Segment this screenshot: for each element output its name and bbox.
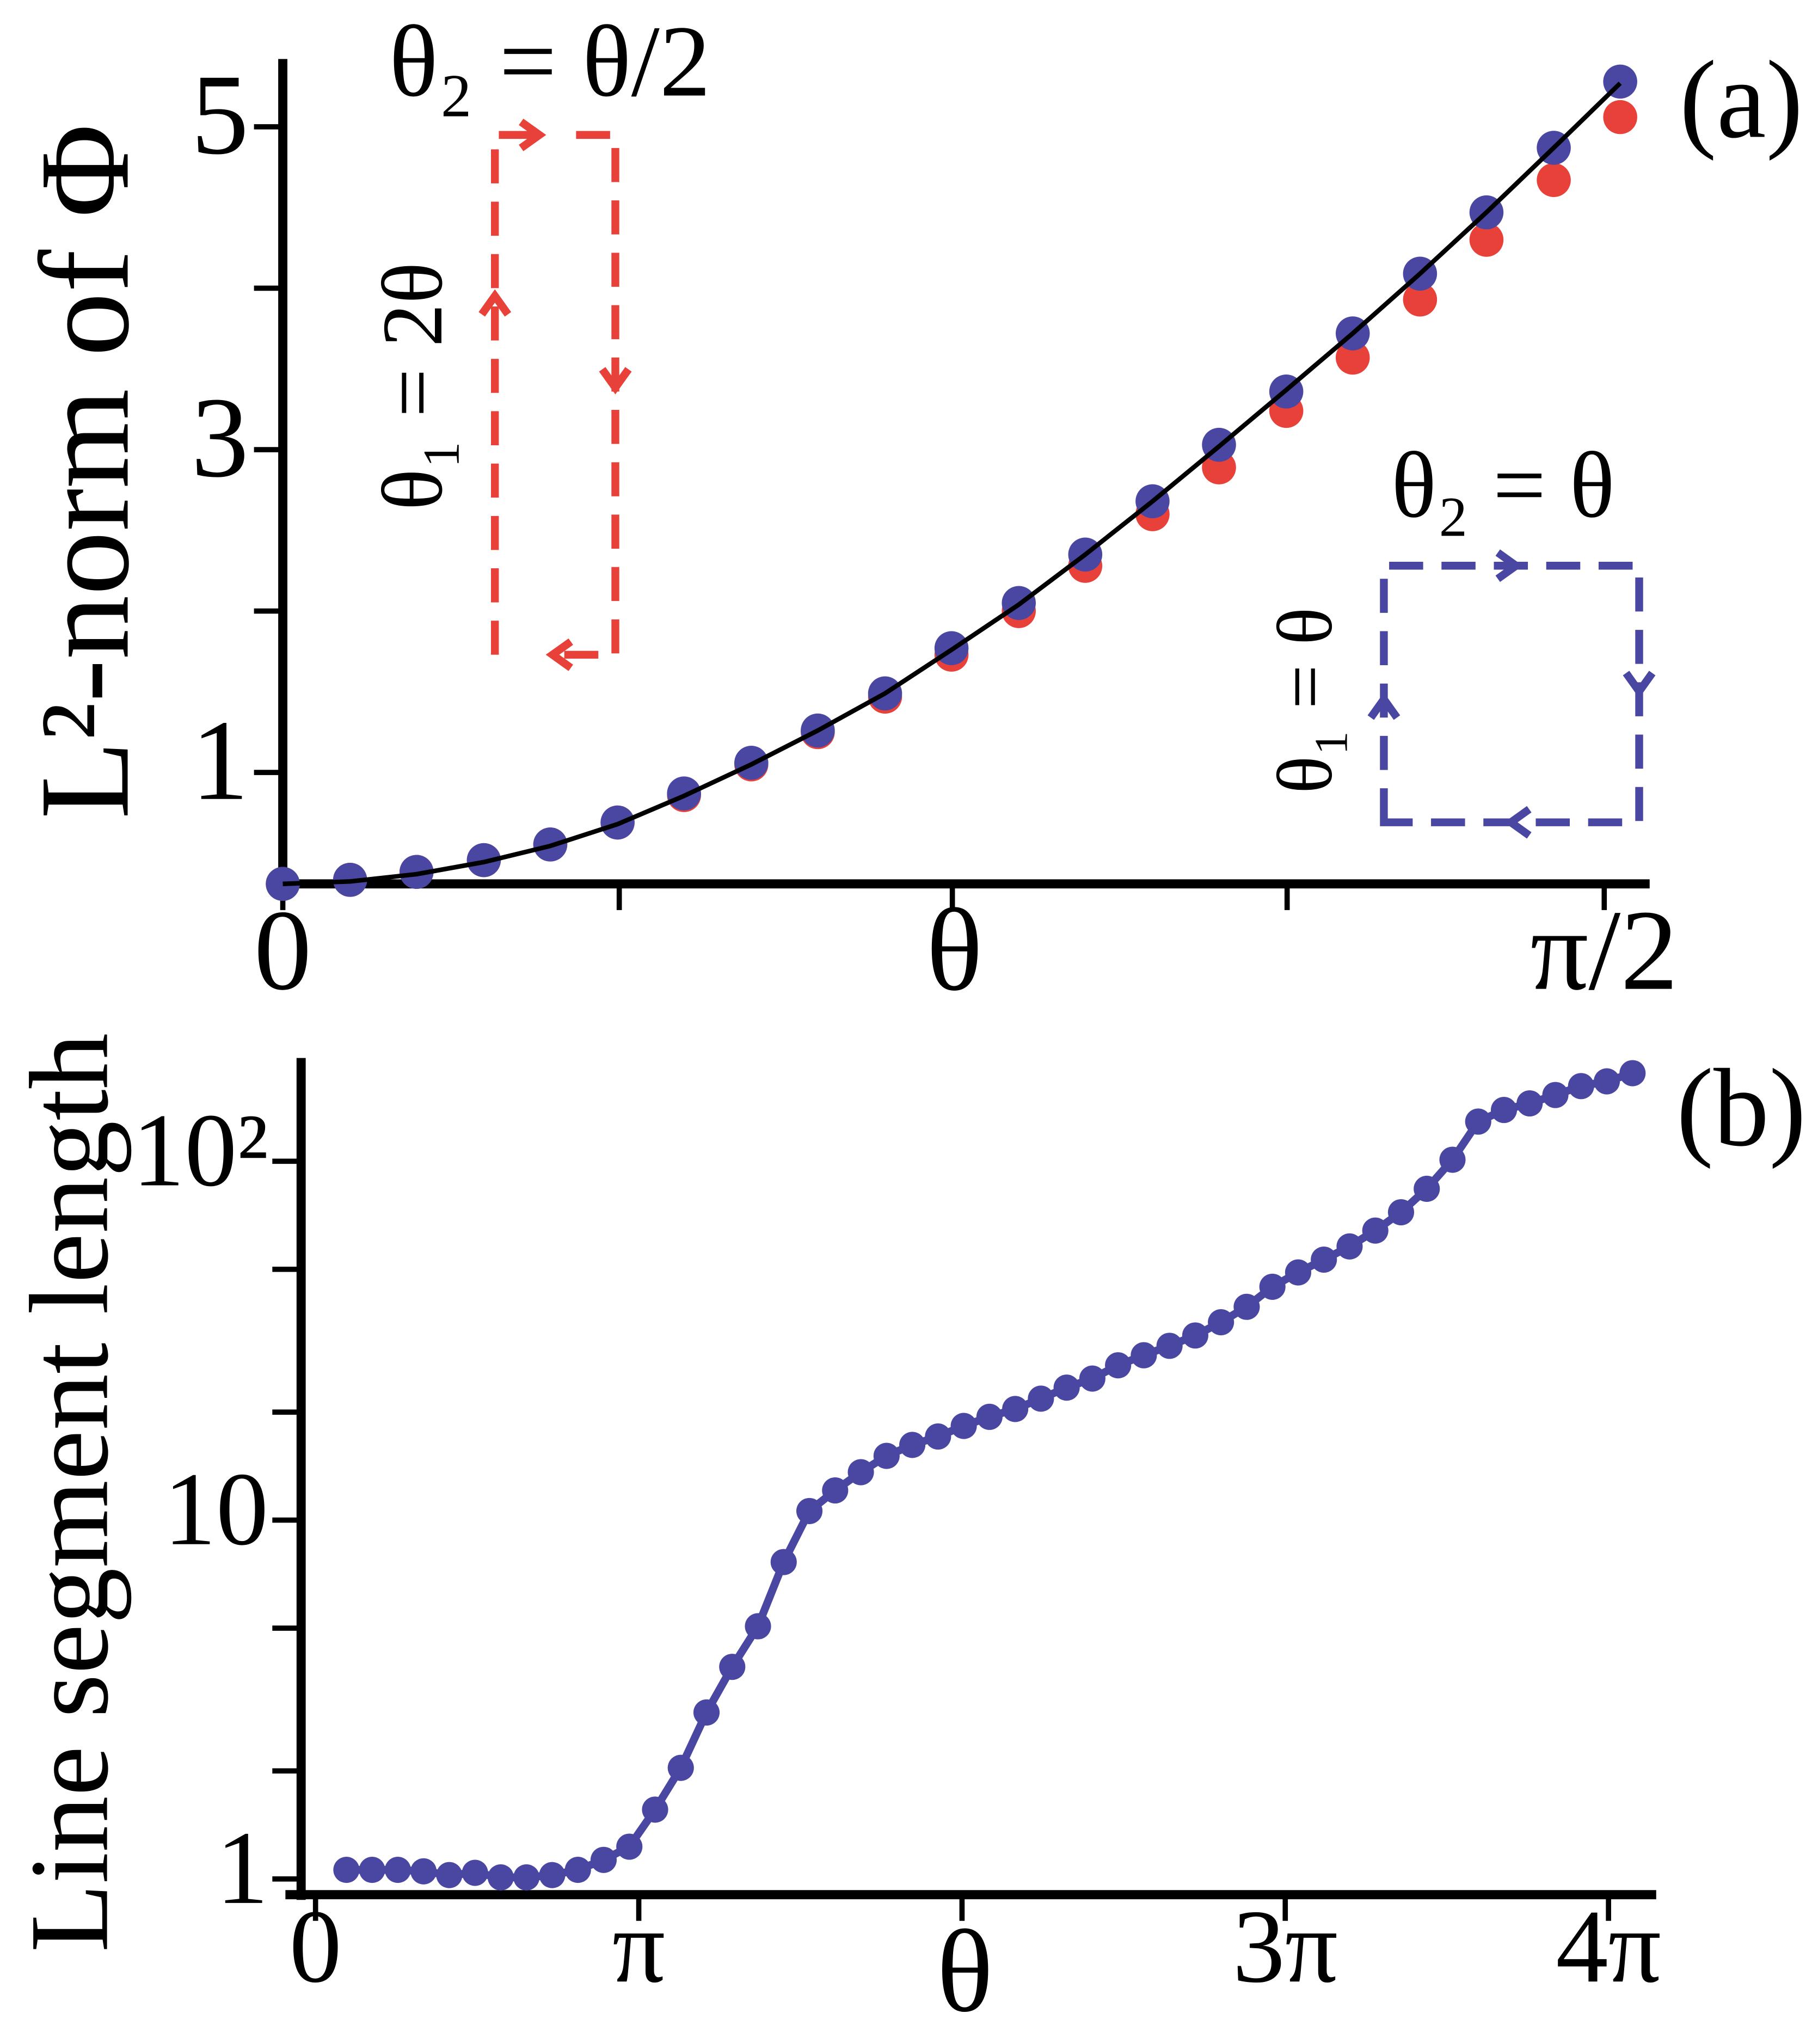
point — [1002, 1396, 1029, 1422]
y-tick-label: 1 — [191, 696, 249, 824]
point — [1593, 1068, 1620, 1095]
y-tick-label: 10² — [132, 1092, 268, 1208]
point — [1259, 1273, 1286, 1300]
panel: 0 π/2 1 3 5 θ L²-norm of Φ (a) θ₂ = θ/2 θ₁ = 2θ θ₂… — [13, 4, 1803, 1015]
panel-label: (a) — [1680, 39, 1803, 162]
blue-arrows — [1367, 549, 1656, 839]
point — [745, 1613, 771, 1640]
point — [410, 1858, 437, 1885]
blue-loop — [1380, 562, 1643, 826]
x-tick-label: 4π — [1556, 1888, 1661, 2004]
point — [1362, 1217, 1389, 1244]
y-axis-label: Line segment length — [7, 1033, 132, 1953]
point — [1568, 1073, 1594, 1100]
point — [1439, 1146, 1466, 1173]
point — [925, 1423, 951, 1450]
point — [1156, 1333, 1183, 1359]
x-tick-label: π/2 — [1531, 886, 1679, 1014]
point — [873, 1443, 900, 1469]
panel: 0 π 3π 4π 1 10 10² θ Line segment length (b) — [7, 1033, 1807, 2036]
x-tick-label: 0 — [254, 886, 312, 1014]
point — [590, 1846, 617, 1873]
point — [1490, 1097, 1518, 1124]
point — [1469, 223, 1504, 257]
point — [1285, 1259, 1311, 1286]
panel-label: (b) — [1676, 1047, 1806, 1170]
point — [1208, 1309, 1234, 1336]
point — [667, 1754, 694, 1781]
point — [1053, 1374, 1080, 1401]
point — [1028, 1385, 1054, 1412]
point — [616, 1833, 643, 1860]
annotation: θ₁ = θ — [1262, 607, 1349, 794]
point — [1335, 340, 1370, 375]
x-axis-label: θ — [937, 1906, 993, 2036]
annotation: θ₂ = θ/2 — [389, 4, 711, 118]
point — [1079, 1365, 1105, 1392]
point — [462, 1859, 488, 1886]
point — [436, 1862, 463, 1888]
guide-boxes — [478, 118, 1656, 839]
point — [1603, 100, 1637, 134]
point — [1537, 163, 1571, 198]
point — [1414, 1175, 1440, 1202]
point — [899, 1432, 926, 1458]
point — [693, 1699, 720, 1726]
point — [642, 1796, 668, 1823]
point — [1311, 1246, 1337, 1273]
point — [564, 1857, 591, 1883]
point — [719, 1654, 746, 1680]
point — [1403, 282, 1438, 317]
point — [1387, 1199, 1415, 1226]
annotation: θ₁ = 2θ — [365, 262, 460, 511]
point — [1516, 1090, 1543, 1117]
y-tick-label: 3 — [191, 373, 249, 501]
x-tick-label: π — [612, 1888, 665, 2004]
point — [1233, 1293, 1260, 1320]
point — [770, 1549, 797, 1575]
point — [1336, 1233, 1363, 1260]
point — [333, 1857, 360, 1883]
annotation: θ₂ = θ — [1391, 433, 1615, 537]
y-tick-label: 5 — [191, 50, 249, 178]
point — [1542, 1082, 1569, 1108]
point — [487, 1864, 514, 1890]
series-line — [282, 81, 1622, 886]
y-axis-label: L²-norm of Φ — [13, 124, 155, 819]
series-line — [346, 1069, 1634, 1882]
point — [384, 1857, 411, 1883]
point — [539, 1862, 566, 1888]
point — [822, 1477, 849, 1504]
point — [513, 1864, 540, 1890]
point — [1619, 1060, 1646, 1087]
point — [1465, 1108, 1491, 1135]
point — [796, 1497, 823, 1524]
point — [950, 1413, 977, 1439]
red-loop — [491, 131, 619, 659]
point — [976, 1403, 1003, 1430]
x-axis-label: θ — [926, 885, 983, 1015]
red-arrows — [478, 118, 632, 671]
y-tick-label: 1 — [216, 1810, 268, 1926]
y-tick-label: 10 — [164, 1451, 268, 1567]
point — [1182, 1322, 1208, 1349]
point — [1105, 1352, 1132, 1379]
point — [1131, 1342, 1157, 1368]
point — [847, 1459, 874, 1486]
x-tick-label: 0 — [290, 1888, 342, 2004]
x-tick-label: 3π — [1233, 1888, 1338, 2004]
point — [359, 1857, 385, 1883]
